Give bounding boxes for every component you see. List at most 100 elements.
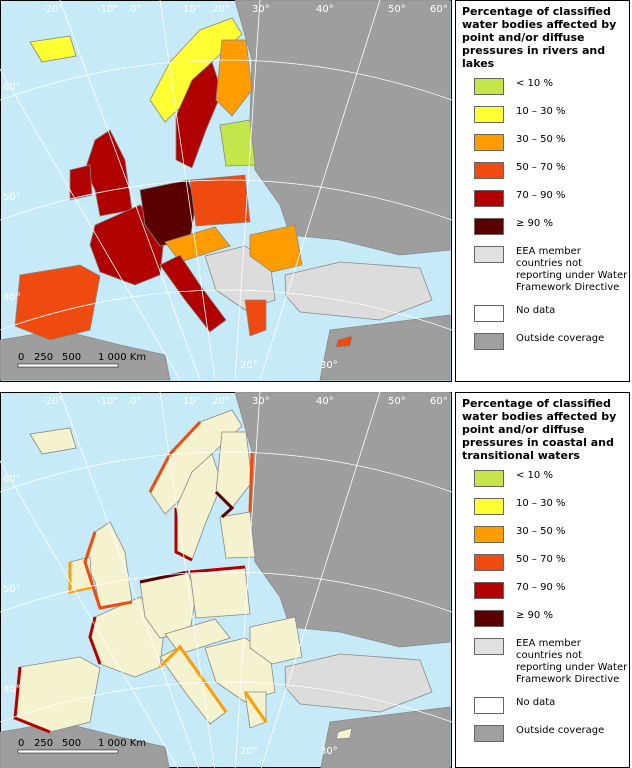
legend-swatch — [474, 697, 504, 714]
coastline — [214, 490, 235, 519]
graticule-label: 60° — [430, 396, 448, 407]
legend-swatch — [474, 610, 504, 627]
legend-label: 30 – 50 % — [516, 526, 566, 537]
coastline — [13, 666, 51, 734]
land — [175, 61, 223, 169]
coastline — [148, 420, 202, 493]
coastline — [174, 508, 193, 562]
graticule-label: 50° — [3, 584, 21, 595]
coastline — [83, 531, 133, 610]
graticule-label: 30° — [320, 746, 338, 757]
graticule-label: 0° — [130, 396, 141, 407]
graticule-label: -10° — [97, 4, 118, 15]
legend-label: Outside coverage — [516, 725, 605, 736]
legend-item: < 10 % — [474, 78, 629, 95]
scale-label: 500 — [62, 352, 81, 363]
legend-item: 10 – 30 % — [474, 498, 629, 515]
legend-title: Percentage of classified water bodies af… — [462, 5, 617, 70]
graticule-label: 10° — [183, 396, 201, 407]
legend: Percentage of classified water bodies af… — [455, 392, 630, 768]
land — [164, 226, 231, 263]
legend-swatch — [474, 78, 504, 95]
land — [284, 261, 433, 321]
meridian — [59, 392, 199, 768]
scale-label: 250 — [34, 738, 53, 749]
graticule-label: 30° — [252, 396, 270, 407]
land — [319, 314, 451, 381]
land — [14, 264, 101, 341]
legend-swatch — [474, 554, 504, 571]
graticule-label: 40° — [3, 292, 21, 303]
meridian — [159, 0, 216, 381]
graticule-label: 60° — [430, 4, 448, 15]
scale-bar — [17, 749, 119, 754]
legend-label: 10 – 30 % — [516, 106, 566, 117]
land — [335, 335, 353, 348]
parallel — [0, 59, 452, 101]
graticule-label: 60° — [3, 474, 21, 485]
land — [219, 511, 256, 559]
legend-item: EEA member countries not reporting under… — [474, 246, 629, 294]
graticule-label: -10° — [97, 396, 118, 407]
legend-item: 50 – 70 % — [474, 554, 629, 571]
graticule-label: -20° — [42, 4, 63, 15]
legend-swatch — [474, 638, 504, 655]
legend-label: < 10 % — [516, 470, 553, 481]
legend-label: 70 – 90 % — [516, 582, 566, 593]
legend: Percentage of classified water bodies af… — [455, 0, 630, 382]
graticule-label: 20° — [240, 360, 258, 371]
scale-label: 250 — [34, 352, 53, 363]
land — [219, 119, 256, 167]
legend-item: < 10 % — [474, 470, 629, 487]
land — [249, 616, 303, 665]
meridian — [59, 0, 201, 381]
land — [215, 431, 253, 509]
land — [159, 254, 227, 333]
legend-item: No data — [474, 305, 629, 322]
legend-swatch — [474, 134, 504, 151]
graticule-label: -20° — [42, 396, 63, 407]
coastline — [88, 616, 102, 665]
legend-swatch — [474, 582, 504, 599]
coastline — [248, 451, 254, 513]
legend-swatch — [474, 106, 504, 123]
legend-label: < 10 % — [516, 78, 553, 89]
graticule-label: 30° — [252, 4, 270, 15]
legend-swatch — [474, 218, 504, 235]
graticule-label: 40° — [316, 396, 334, 407]
coastline — [68, 562, 93, 594]
legend-swatch — [474, 526, 504, 543]
legend-label: No data — [516, 305, 556, 316]
coastline — [243, 691, 268, 723]
legend-swatch — [474, 333, 504, 350]
parallel — [0, 289, 452, 331]
graticule-label: 20° — [212, 396, 230, 407]
land — [215, 39, 253, 117]
legend-label: 10 – 30 % — [516, 498, 566, 509]
legend-label: ≥ 90 % — [516, 610, 553, 621]
land — [320, 706, 451, 768]
graticule-label: 10° — [183, 4, 201, 15]
scale-label: 0 — [18, 738, 24, 749]
legend-swatch — [474, 725, 504, 742]
legend-item: 10 – 30 % — [474, 106, 629, 123]
legend-label: 50 – 70 % — [516, 162, 566, 173]
graticule-label: 30° — [320, 360, 338, 371]
graticule-label: 20° — [240, 746, 258, 757]
parallel — [0, 179, 452, 221]
coastline — [158, 644, 228, 713]
coastline — [189, 565, 246, 574]
graticule-label: 40° — [316, 4, 334, 15]
legend-item: 70 – 90 % — [474, 190, 629, 207]
meridian — [0, 68, 181, 381]
legend-label: 50 – 70 % — [516, 554, 566, 565]
legend-item: 70 – 90 % — [474, 582, 629, 599]
legend-label: EEA member countries not reporting under… — [516, 246, 628, 293]
legend-item: 50 – 70 % — [474, 162, 629, 179]
parallel — [0, 571, 452, 613]
scale-label: 1 000 Km — [98, 738, 146, 749]
legend-swatch — [474, 305, 504, 322]
legend-label: 30 – 50 % — [516, 134, 566, 145]
legend-swatch — [474, 498, 504, 515]
